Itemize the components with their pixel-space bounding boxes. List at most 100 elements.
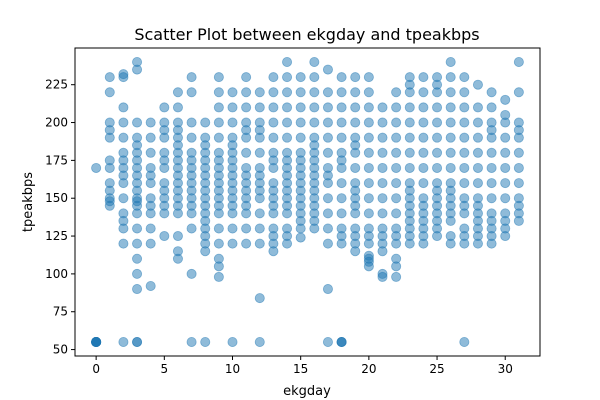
data-point xyxy=(445,238,456,249)
data-point xyxy=(459,162,470,173)
data-point xyxy=(513,147,524,158)
data-point xyxy=(336,87,347,98)
data-point xyxy=(322,284,333,295)
data-point xyxy=(391,208,402,219)
data-point xyxy=(472,102,483,113)
data-point xyxy=(363,117,374,128)
data-point xyxy=(309,72,320,83)
data-point xyxy=(350,102,361,113)
data-point xyxy=(363,208,374,219)
data-point xyxy=(418,87,429,98)
data-point xyxy=(500,147,511,158)
data-point xyxy=(227,238,238,249)
data-point xyxy=(213,72,224,83)
data-point xyxy=(227,336,238,347)
data-point xyxy=(500,231,511,242)
data-point xyxy=(363,147,374,158)
data-point xyxy=(322,147,333,158)
data-point xyxy=(500,193,511,204)
data-point xyxy=(459,102,470,113)
data-point xyxy=(418,72,429,83)
data-point xyxy=(472,238,483,249)
data-point xyxy=(309,102,320,113)
data-point xyxy=(145,117,156,128)
data-point xyxy=(91,336,102,347)
data-point xyxy=(377,193,388,204)
data-point xyxy=(363,162,374,173)
data-point xyxy=(486,87,497,98)
data-point xyxy=(391,147,402,158)
data-point xyxy=(363,178,374,189)
data-point xyxy=(363,193,374,204)
data-point xyxy=(445,162,456,173)
data-point xyxy=(118,223,129,234)
x-tick-label: 10 xyxy=(225,362,240,376)
data-point xyxy=(213,271,224,282)
data-point xyxy=(336,117,347,128)
data-point xyxy=(432,231,443,242)
data-point xyxy=(391,102,402,113)
data-point xyxy=(227,223,238,234)
data-point xyxy=(132,268,143,279)
data-point xyxy=(200,246,211,257)
data-point xyxy=(486,132,497,143)
data-point xyxy=(377,147,388,158)
data-point xyxy=(186,72,197,83)
data-point xyxy=(145,208,156,219)
data-point xyxy=(336,178,347,189)
y-axis-ticks: 50 75 100 125 150 175 200 225 xyxy=(45,78,75,357)
data-point xyxy=(445,132,456,143)
data-point xyxy=(363,87,374,98)
data-point xyxy=(404,132,415,143)
data-point xyxy=(418,132,429,143)
data-point xyxy=(282,57,293,68)
data-point xyxy=(350,117,361,128)
data-point xyxy=(363,261,374,272)
data-point xyxy=(213,261,224,272)
data-point xyxy=(513,178,524,189)
data-point xyxy=(282,102,293,113)
y-tick-label: 150 xyxy=(45,191,68,205)
data-point xyxy=(336,238,347,249)
data-point xyxy=(118,102,129,113)
data-point xyxy=(336,208,347,219)
data-point xyxy=(486,162,497,173)
data-point xyxy=(227,208,238,219)
data-point xyxy=(486,178,497,189)
data-point xyxy=(104,87,115,98)
plot-area xyxy=(74,47,541,357)
data-point xyxy=(295,223,306,234)
data-point xyxy=(159,208,170,219)
data-point xyxy=(418,162,429,173)
data-point xyxy=(486,102,497,113)
chart-title: Scatter Plot between ekgday and tpeakbps xyxy=(134,25,479,44)
data-point xyxy=(472,132,483,143)
data-point xyxy=(377,208,388,219)
data-point xyxy=(377,132,388,143)
data-point xyxy=(472,162,483,173)
data-point xyxy=(254,87,265,98)
data-point xyxy=(282,208,293,219)
data-point xyxy=(213,102,224,113)
data-point xyxy=(336,102,347,113)
data-point xyxy=(282,238,293,249)
data-point xyxy=(254,238,265,249)
data-point xyxy=(459,87,470,98)
y-tick-label: 225 xyxy=(45,78,68,92)
data-point xyxy=(132,64,143,75)
data-point xyxy=(336,336,347,347)
data-point xyxy=(159,132,170,143)
data-point xyxy=(391,132,402,143)
data-point xyxy=(309,117,320,128)
data-point xyxy=(104,200,115,211)
data-point xyxy=(172,102,183,113)
data-point xyxy=(213,132,224,143)
data-point xyxy=(459,178,470,189)
data-point xyxy=(513,215,524,226)
data-point xyxy=(295,72,306,83)
data-point xyxy=(186,223,197,234)
data-point xyxy=(295,87,306,98)
data-point xyxy=(186,268,197,279)
data-point xyxy=(186,117,197,128)
data-point xyxy=(145,178,156,189)
